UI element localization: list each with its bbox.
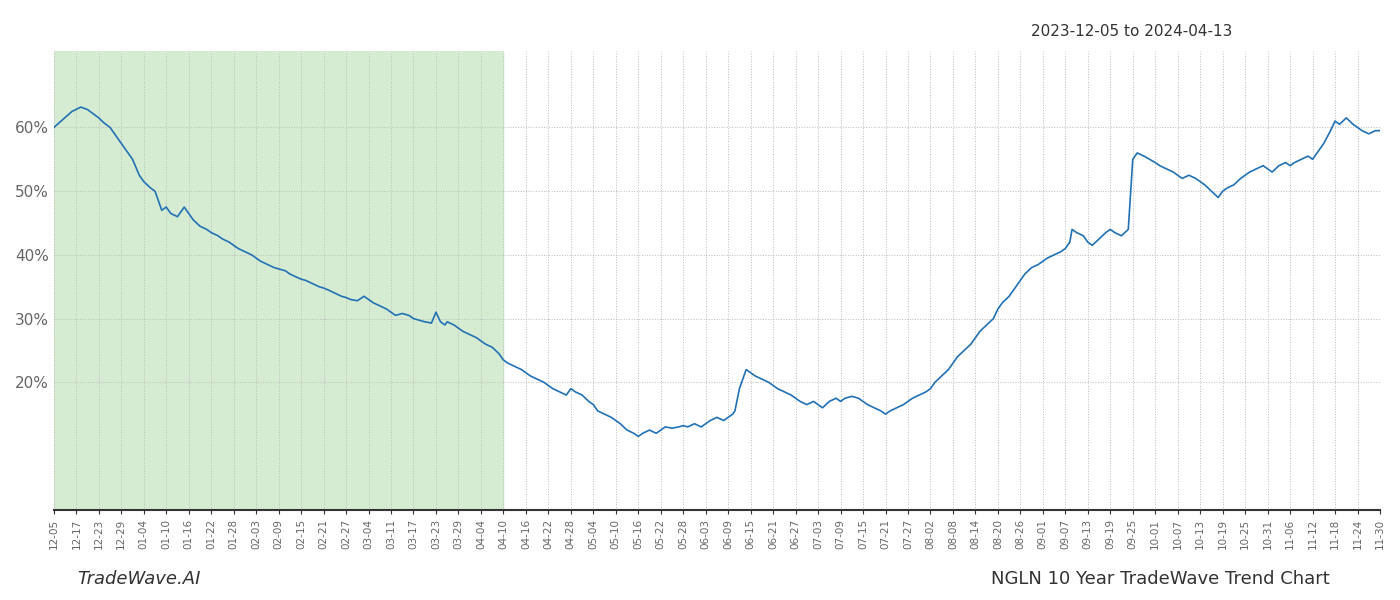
Bar	[53, 51, 504, 510]
Bar	[53, 51, 504, 510]
Text: TradeWave.AI: TradeWave.AI	[77, 570, 200, 588]
Text: 2023-12-05 to 2024-04-13: 2023-12-05 to 2024-04-13	[1030, 24, 1232, 39]
Text: NGLN 10 Year TradeWave Trend Chart: NGLN 10 Year TradeWave Trend Chart	[991, 570, 1330, 588]
